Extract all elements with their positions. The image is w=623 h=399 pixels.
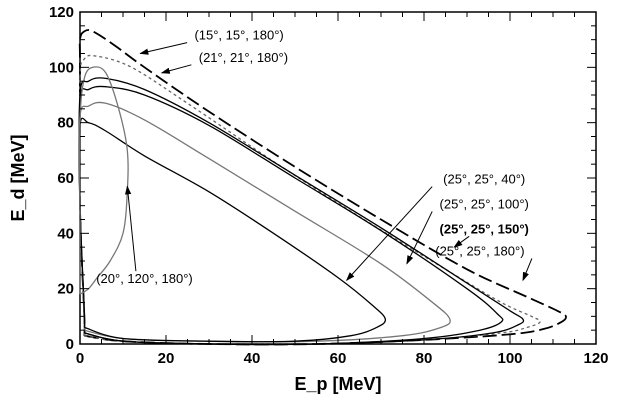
series-line-6 [79,66,129,295]
y-axis-title: E_d [MeV] [8,134,28,221]
series-line-5 [78,117,387,343]
series-layer [78,29,567,346]
ticks-layer: 0 20 40 60 80 100 120 0 20 40 60 80 100 120 [49,4,609,367]
annotation-arrow-4 [453,235,470,248]
annotation-label-6: (20°, 120°, 180°) [96,271,193,286]
annotation-arrow-3 [406,211,433,265]
annotation-arrow-5 [522,258,533,282]
annotation-label-3: (25°, 25°, 100°) [440,196,529,211]
x-tick-label: 20 [158,350,175,367]
x-tick-label: 60 [330,350,347,367]
y-tick-label: 40 [57,225,74,242]
x-axis-title: E_p [MeV] [294,374,381,394]
series-line-0 [78,29,567,346]
y-tick-label: 120 [49,4,74,21]
annotation-label-5: (25°, 25°, 180°) [435,243,524,258]
annotation-layer: (15°, 15°, 180°) (21°, 21°, 180°) (25°, 25… [96,28,533,286]
x-tick-label: 80 [416,350,433,367]
y-tick-label: 0 [66,336,74,353]
annotation-label-4: (25°, 25°, 150°) [440,221,529,236]
annotation-arrow-1 [160,64,192,74]
annotation-arrow-2 [345,186,433,282]
annotation-label-0: (15°, 15°, 180°) [194,28,283,43]
x-tick-label: 120 [583,350,608,367]
series-line-4 [78,101,451,343]
y-tick-label: 20 [57,281,74,298]
y-tick-label: 100 [49,59,74,76]
x-tick-label: 40 [244,350,261,367]
series-line-3 [78,85,504,346]
x-tick-label: 0 [76,350,84,367]
y-tick-label: 80 [57,115,74,132]
annotation-label-1: (21°, 21°, 180°) [199,50,288,65]
annotation-arrow-6 [124,185,137,272]
annotation-label-2: (25°, 25°, 40°) [443,172,525,187]
x-tick-label: 100 [497,350,522,367]
y-tick-label: 60 [57,170,74,187]
annotation-arrow-0 [139,42,188,55]
